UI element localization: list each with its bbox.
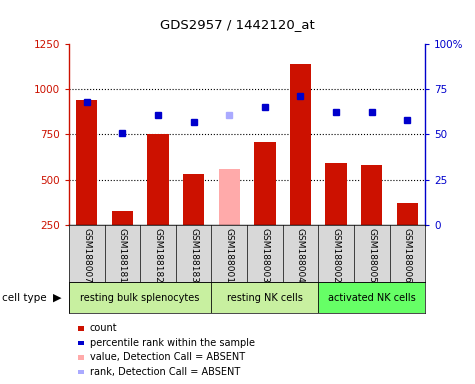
Text: activated NK cells: activated NK cells [328, 293, 416, 303]
Text: GSM188004: GSM188004 [296, 227, 305, 282]
Bar [318, 282, 425, 313]
Bar [69, 282, 211, 313]
Bar [290, 64, 311, 225]
Text: GSM188007: GSM188007 [82, 227, 91, 283]
Text: value, Detection Call = ABSENT: value, Detection Call = ABSENT [90, 352, 245, 362]
Bar [183, 174, 204, 225]
Text: rank, Detection Call = ABSENT: rank, Detection Call = ABSENT [90, 367, 240, 377]
Bar [254, 142, 276, 225]
Text: cell type: cell type [2, 293, 47, 303]
Text: GSM188001: GSM188001 [225, 227, 234, 283]
Text: GSM188181: GSM188181 [118, 227, 127, 283]
Text: GSM188182: GSM188182 [153, 227, 162, 282]
Bar [218, 169, 240, 225]
Text: GSM188003: GSM188003 [260, 227, 269, 283]
Text: count: count [90, 323, 117, 333]
Text: GSM188006: GSM188006 [403, 227, 412, 283]
Bar [325, 163, 347, 225]
Text: GDS2957 / 1442120_at: GDS2957 / 1442120_at [160, 18, 315, 31]
Text: resting NK cells: resting NK cells [227, 293, 303, 303]
Bar [112, 211, 133, 225]
Text: GSM188183: GSM188183 [189, 227, 198, 283]
Bar [76, 100, 97, 225]
Bar [211, 282, 318, 313]
Text: GSM188005: GSM188005 [367, 227, 376, 283]
Text: resting bulk splenocytes: resting bulk splenocytes [80, 293, 200, 303]
Bar [397, 203, 418, 225]
Text: GSM188002: GSM188002 [332, 227, 341, 282]
Text: percentile rank within the sample: percentile rank within the sample [90, 338, 255, 348]
Text: ▶: ▶ [53, 293, 61, 303]
Bar [361, 165, 382, 225]
Bar [147, 134, 169, 225]
